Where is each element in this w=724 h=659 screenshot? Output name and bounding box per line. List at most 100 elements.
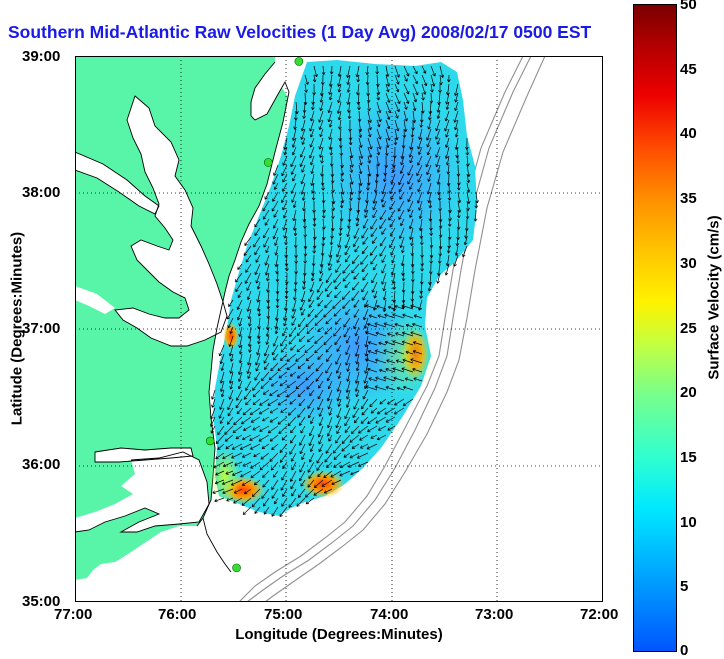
velocity-arrow [283, 308, 288, 321]
velocity-arrow [365, 65, 370, 76]
velocity-arrow [425, 155, 432, 168]
colorbar-tick-label: 10 [680, 514, 697, 531]
velocity-arrow [243, 245, 252, 256]
velocity-arrow [262, 497, 270, 507]
x-tick-label: 76:00 [158, 606, 197, 623]
velocity-arrow [323, 335, 333, 346]
velocity-arrow [352, 407, 360, 419]
velocity-arrow [337, 92, 342, 104]
x-axis-label: Longitude (Degrees:Minutes) [235, 626, 443, 643]
velocity-arrow [444, 110, 450, 122]
velocity-arrow [394, 119, 400, 132]
velocity-arrow [259, 461, 270, 471]
velocity-arrow [394, 110, 399, 119]
velocity-arrow [362, 290, 369, 301]
velocity-arrow [321, 209, 326, 219]
velocity-arrow [282, 155, 288, 166]
velocity-arrow [364, 209, 369, 218]
velocity-arrow [465, 209, 470, 220]
velocity-arrow [300, 290, 306, 303]
velocity-arrow [439, 65, 445, 78]
velocity-arrow [403, 110, 408, 122]
velocity-arrow [398, 182, 405, 193]
velocity-arrow [383, 349, 396, 355]
velocity-arrow [321, 65, 326, 76]
velocity-arrow [445, 101, 450, 110]
velocity-arrow [466, 182, 471, 193]
velocity-arrow [262, 470, 270, 478]
velocity-arrow [241, 452, 252, 458]
velocity-arrow [297, 407, 306, 418]
y-tick-label: 35:00 [22, 593, 61, 610]
velocity-arrow [402, 398, 414, 407]
velocity-arrow [314, 335, 324, 344]
velocity-arrow [237, 290, 243, 299]
velocity-arrow [314, 317, 324, 326]
velocity-arrow [412, 322, 423, 328]
velocity-arrow [344, 254, 351, 263]
velocity-arrow [310, 110, 315, 122]
velocity-arrow [392, 313, 405, 319]
velocity-arrow [454, 245, 459, 256]
velocity-arrow [235, 434, 243, 440]
velocity-arrow [413, 314, 423, 319]
velocity-arrow [426, 137, 432, 148]
velocity-arrow [370, 218, 378, 230]
velocity-arrow [376, 110, 382, 123]
velocity-arrow [429, 227, 434, 236]
velocity-arrow [401, 367, 414, 373]
velocity-arrow [385, 416, 396, 423]
delaware-bay [275, 56, 315, 96]
map-plot-area[interactable] [75, 56, 603, 602]
velocity-arrow [362, 389, 369, 400]
velocity-arrow [352, 236, 360, 248]
velocity-arrow [249, 434, 261, 441]
velocity-arrow [364, 362, 369, 374]
velocity-arrow [379, 245, 387, 257]
velocity-arrow [345, 353, 351, 366]
velocity-arrow [221, 479, 234, 486]
velocity-arrow [412, 350, 423, 355]
velocity-arrow [215, 452, 225, 460]
velocity-arrow [421, 74, 428, 87]
velocity-arrow [263, 236, 270, 248]
velocity-arrow [260, 452, 270, 460]
velocity-arrow [445, 155, 450, 166]
velocity-arrow [306, 335, 315, 343]
velocity-arrow [355, 362, 360, 372]
velocity-arrow [266, 299, 271, 310]
velocity-arrow [358, 137, 363, 148]
velocity-arrow [353, 398, 360, 410]
velocity-arrow [346, 389, 351, 400]
velocity-arrow [341, 290, 351, 300]
velocity-arrow [253, 479, 261, 486]
velocity-arrow [215, 434, 225, 445]
velocity-arrow [282, 200, 288, 211]
velocity-arrow [252, 380, 261, 391]
velocity-arrow [262, 227, 270, 239]
velocity-arrow [399, 164, 405, 174]
velocity-arrow [261, 371, 270, 382]
velocity-arrow [225, 443, 234, 450]
velocity-arrow [304, 74, 309, 85]
velocity-arrow [290, 344, 297, 351]
y-tick-label: 36:00 [22, 456, 61, 473]
velocity-arrow [336, 380, 342, 392]
velocity-arrow [410, 128, 415, 138]
velocity-arrow [358, 173, 363, 186]
velocity-arrow [312, 245, 316, 254]
velocity-arrow [376, 155, 381, 167]
velocity-arrow [387, 398, 396, 405]
velocity-arrow [296, 326, 306, 336]
velocity-arrow [365, 331, 378, 337]
velocity-arrow [410, 331, 423, 337]
velocity-arrow [412, 65, 418, 75]
colorbar-tick-label: 5 [680, 578, 689, 595]
velocity-arrow [253, 236, 261, 248]
velocity-arrow [417, 173, 423, 183]
velocity-arrow [219, 416, 225, 424]
velocity-arrow [229, 380, 234, 390]
velocity-arrow [327, 254, 333, 266]
velocity-arrow [366, 182, 370, 191]
velocity-arrow [379, 398, 387, 405]
